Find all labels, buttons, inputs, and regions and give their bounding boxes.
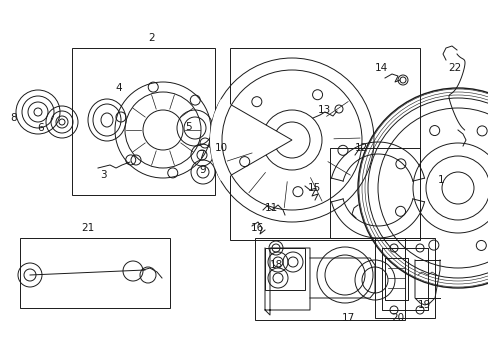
Text: 9: 9 (199, 165, 205, 175)
Bar (374, 238, 434, 318)
Bar (264, 248, 305, 290)
Text: 19: 19 (417, 300, 430, 310)
Text: 22: 22 (447, 63, 460, 73)
Bar (72, 48, 215, 195)
Text: 3: 3 (100, 170, 106, 180)
Text: 17: 17 (341, 313, 354, 323)
Text: 13: 13 (317, 105, 330, 115)
Text: 2: 2 (148, 33, 154, 43)
Bar (329, 148, 419, 238)
Text: 21: 21 (81, 223, 95, 233)
Text: 16: 16 (250, 223, 264, 233)
Text: 4: 4 (115, 83, 122, 93)
Text: 10: 10 (214, 143, 227, 153)
Wedge shape (209, 99, 291, 181)
Text: 20: 20 (390, 313, 404, 323)
Bar (20, 238, 170, 308)
Text: 11: 11 (264, 203, 278, 213)
Text: 15: 15 (307, 183, 321, 193)
Text: 7: 7 (198, 150, 204, 160)
Text: 14: 14 (374, 63, 387, 73)
Text: 18: 18 (269, 260, 283, 270)
Text: 8: 8 (10, 113, 17, 123)
Text: 6: 6 (37, 123, 43, 133)
Text: 12: 12 (354, 143, 367, 153)
Bar (254, 238, 404, 320)
Bar (229, 48, 419, 240)
Text: 1: 1 (437, 175, 444, 185)
Text: 5: 5 (184, 122, 191, 132)
